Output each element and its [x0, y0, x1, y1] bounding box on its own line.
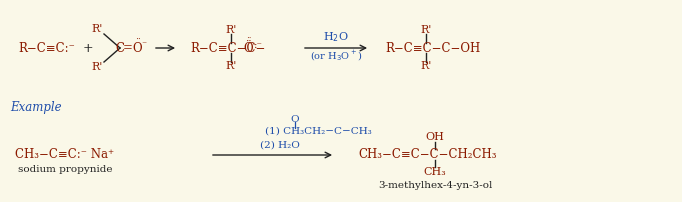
Text: R': R': [225, 61, 237, 71]
Text: R': R': [420, 61, 432, 71]
Text: R−C≡C:⁻: R−C≡C:⁻: [18, 41, 75, 55]
Text: CH₃: CH₃: [424, 167, 447, 177]
Text: (or H$_3$O$^+$): (or H$_3$O$^+$): [310, 49, 362, 63]
Text: ¨: ¨: [134, 39, 139, 47]
Text: ⁻: ⁻: [141, 40, 147, 49]
Text: :⁻: :⁻: [254, 40, 263, 49]
Text: (2) H₂O: (2) H₂O: [260, 141, 300, 149]
Text: R': R': [91, 62, 103, 72]
Text: R': R': [91, 24, 103, 34]
Text: =: =: [123, 41, 133, 55]
Text: 3-methylhex-4-yn-3-ol: 3-methylhex-4-yn-3-ol: [378, 182, 492, 190]
Text: R': R': [420, 25, 432, 35]
Text: C: C: [115, 41, 125, 55]
Text: (1) CH₃CH₂−C−CH₃: (1) CH₃CH₂−C−CH₃: [265, 126, 372, 136]
Text: R': R': [225, 25, 237, 35]
Text: CH₃−C≡C−C−CH₂CH₃: CH₃−C≡C−C−CH₂CH₃: [358, 148, 496, 162]
Text: Example: Example: [10, 101, 61, 115]
Text: ¨: ¨: [246, 38, 250, 46]
Text: H$_2$O: H$_2$O: [323, 30, 349, 44]
Text: sodium propynide: sodium propynide: [18, 164, 113, 174]
Text: +: +: [83, 41, 93, 55]
Text: OH: OH: [426, 132, 445, 142]
Text: O: O: [291, 115, 299, 123]
Text: CH₃−C≡C:⁻ Na⁺: CH₃−C≡C:⁻ Na⁺: [16, 148, 115, 162]
Text: O: O: [132, 41, 142, 55]
Text: R−C≡C−C−: R−C≡C−C−: [190, 41, 265, 55]
Text: Ö: Ö: [243, 41, 253, 55]
Text: R−C≡C−C−OH: R−C≡C−C−OH: [385, 41, 480, 55]
